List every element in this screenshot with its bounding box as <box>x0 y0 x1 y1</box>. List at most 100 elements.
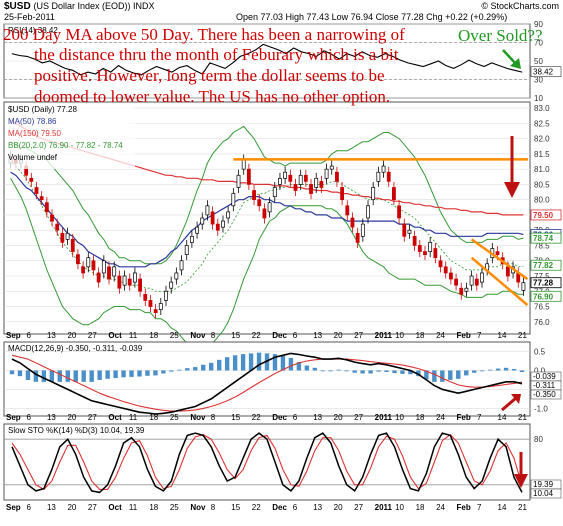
candle-body <box>505 266 510 277</box>
macd-histogram-bar <box>336 369 341 371</box>
candle-body <box>169 281 174 289</box>
rsi-tick-label: 30 <box>534 76 543 85</box>
rsi-last-value: 38.42 <box>533 68 554 77</box>
x-axis-date-label: 6 <box>26 503 31 512</box>
candle-body <box>360 223 365 237</box>
macd-histogram-bar <box>448 370 453 380</box>
macd-histogram-bar <box>328 370 333 372</box>
macd-histogram-bar <box>280 356 286 371</box>
x-axis-date-label: 20 <box>334 331 343 340</box>
macd-histogram-bar <box>49 370 55 382</box>
annotation-line-3: positive. However, long term the dollar … <box>34 66 385 85</box>
macd-histogram-bar <box>304 365 310 371</box>
x-axis-date-label: 14 <box>498 413 507 422</box>
x-axis-date-label: Nov <box>190 331 206 340</box>
candle-body <box>407 229 412 234</box>
x-axis-date-label: 2011 <box>375 503 393 512</box>
candle-body <box>179 260 184 271</box>
price-value-label: 77.28 <box>533 279 554 288</box>
macd-histogram-bar <box>511 368 517 371</box>
candle-body <box>226 211 231 219</box>
price-tick-label: 83.0 <box>534 104 550 113</box>
stochastic-legend: Slow STO %K(14) %D(3) 10.04, 19.39 <box>8 426 145 435</box>
x-axis-date-label: Oct <box>108 503 122 512</box>
x-axis-date-label: 6 <box>26 331 31 340</box>
macd-histogram-bar <box>440 370 445 382</box>
macd-tick-label: 0.0 <box>534 366 546 375</box>
x-axis-date-label: 20 <box>67 503 76 512</box>
candle-body <box>272 187 277 197</box>
candle-body <box>278 177 282 185</box>
candle-body <box>402 223 407 237</box>
candle-body <box>236 174 241 188</box>
candle-body <box>138 278 142 292</box>
macd-legend: MACD(12,26,9) -0.350, -0.311, -0.039 <box>8 344 143 353</box>
candle-body <box>423 251 427 255</box>
macd-histogram-bar <box>320 370 325 372</box>
x-axis-date-label: 18 <box>149 331 158 340</box>
macd-value-label: -0.311 <box>533 381 556 390</box>
macd-histogram-bar <box>73 370 78 382</box>
candle-body <box>122 275 127 286</box>
x-axis-date-label: 20 <box>334 413 343 422</box>
macd-histogram-bar <box>352 370 357 373</box>
candle-body <box>303 174 308 182</box>
macd-histogram-bar <box>33 370 39 382</box>
price-tick-label: 76.5 <box>534 303 550 312</box>
x-axis-date-label: 13 <box>47 331 56 340</box>
x-axis-date-label: 10 <box>395 503 404 512</box>
x-axis-date-label: Dec <box>272 331 287 340</box>
candle-body <box>153 309 158 313</box>
price-tick-label: 80.5 <box>534 180 550 189</box>
macd-histogram-bar <box>416 370 421 377</box>
candle-body <box>283 171 288 179</box>
stochastic-value-label: 19.39 <box>533 480 554 489</box>
x-axis-date-label: Dec <box>272 503 287 512</box>
macd-histogram-bar <box>360 370 365 374</box>
candle-body <box>474 278 479 286</box>
x-axis-date-label: 22 <box>252 331 261 340</box>
candle-body <box>184 245 189 255</box>
x-axis-date-label: 11 <box>129 331 138 340</box>
macd-histogram-bar <box>368 370 373 374</box>
candle-body <box>350 217 355 228</box>
bollinger-lower-band <box>10 178 524 350</box>
x-axis-date-label: 27 <box>88 503 97 512</box>
price-tick-label: 82.5 <box>534 119 550 128</box>
candle-body <box>412 235 417 246</box>
macd-histogram-bar <box>57 370 62 382</box>
candle-body <box>231 193 236 207</box>
macd-histogram-bar <box>272 354 278 371</box>
price-tick-label: 76.0 <box>534 318 550 327</box>
macd-histogram-bar <box>432 370 437 382</box>
macd-histogram-bar <box>17 370 23 377</box>
candle-body <box>189 235 194 243</box>
candle-body <box>96 272 101 283</box>
price-legend-entry: MA(50) 78.86 <box>8 117 57 126</box>
x-axis-date-label: 6 <box>293 503 298 512</box>
x-axis-date-label: 27 <box>354 413 363 422</box>
x-axis-date-label: 20 <box>334 503 343 512</box>
candle-body <box>65 232 70 240</box>
macd-histogram-bar <box>201 364 206 371</box>
candle-body <box>221 220 225 228</box>
macd-histogram-bar <box>177 369 182 371</box>
x-axis-date-label: 25 <box>170 331 179 340</box>
x-axis-date-label: 6 <box>293 331 298 340</box>
price-tick-label: 78.5 <box>534 241 550 250</box>
candle-body <box>433 248 438 259</box>
annotation-line-2: the distance thru the month of Feburary … <box>34 45 399 64</box>
stochastic-value-label: 10.04 <box>533 489 554 498</box>
x-axis-date-label: 27 <box>88 413 97 422</box>
candle-body <box>195 226 199 234</box>
macd-histogram-bar <box>384 370 389 372</box>
candle-body <box>127 278 132 286</box>
candle-body <box>252 190 256 201</box>
candle-body <box>112 266 117 277</box>
candle-body <box>319 181 324 188</box>
price-tick-label: 82.0 <box>534 135 550 144</box>
macd-histogram-bar <box>495 368 501 371</box>
x-axis-date-label: 13 <box>313 331 322 340</box>
x-axis-date-label: 25 <box>170 413 179 422</box>
